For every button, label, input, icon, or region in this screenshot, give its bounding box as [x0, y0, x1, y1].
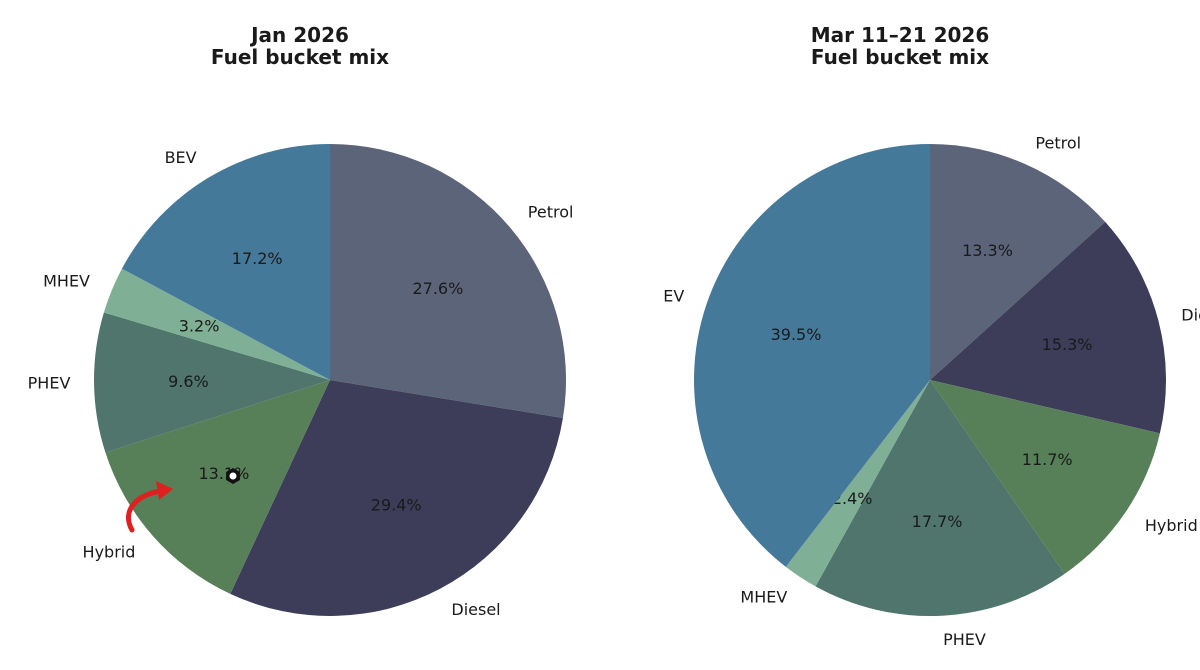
hexagon-marker-icon [226, 468, 240, 484]
chart-title: Mar 11–21 2026 Fuel bucket mix [600, 24, 1200, 68]
slice-value-hybrid: 13.1% [198, 464, 249, 483]
chart-title-line2: Fuel bucket mix [210, 45, 390, 69]
pie-slice-ev [693, 143, 930, 567]
pie-slice-mhev [103, 268, 330, 380]
slice-value-phev: 9.6% [168, 372, 209, 391]
slice-value-hybrid: 11.7% [1022, 450, 1073, 469]
slice-label-mhev: MHEV [740, 587, 787, 606]
slice-label-diesel: Diesel [1181, 306, 1200, 325]
slice-label-diesel: Diesel [451, 600, 500, 619]
slice-label-ev: EV [663, 287, 684, 306]
pie-slice-petrol [330, 144, 566, 418]
slice-label-hybrid: Hybrid [1145, 516, 1198, 535]
chart-panel-mar-2026: Mar 11–21 2026 Fuel bucket mix Petrol 13.… [600, 0, 1200, 670]
chart-title-line1: Mar 11–21 2026 [810, 23, 990, 47]
slice-value-petrol: 13.3% [962, 241, 1013, 260]
slice-value-phev: 17.7% [912, 512, 963, 531]
slice-value-diesel: 15.3% [1042, 335, 1093, 354]
pie-slice-petrol [930, 143, 1106, 380]
pie-slice-diesel [930, 221, 1166, 434]
pie-slice-hybrid [105, 380, 330, 594]
slice-label-mhev: MHEV [43, 272, 90, 291]
slice-value-ev: 39.5% [771, 325, 822, 344]
slice-label-bev: BEV [165, 148, 197, 167]
slice-label-petrol: Petrol [1035, 133, 1081, 152]
pie-slice-mhev [785, 380, 930, 587]
pie-slice-bev [121, 144, 331, 380]
chart-panel-jan-2026: Jan 2026 Fuel bucket mix Petrol 27.6% Dies… [0, 24, 600, 619]
chart-title-line2: Fuel bucket mix [810, 45, 990, 69]
slice-label-phev: PHEV [943, 630, 986, 649]
slice-value-petrol: 27.6% [412, 279, 463, 298]
slice-value-diesel: 29.4% [371, 496, 422, 515]
slice-value-mhev: 3.2% [179, 317, 220, 336]
slice-label-petrol: Petrol [528, 202, 574, 221]
pie-slice-diesel [230, 380, 563, 617]
slice-value-bev: 17.2% [232, 249, 283, 268]
annotation-arrow-icon [126, 481, 173, 533]
chart-title-line1: Jan 2026 [251, 23, 349, 47]
pie-slice-hybrid [930, 380, 1160, 574]
pie-slice-phev [94, 312, 330, 453]
pie-chart-jan-2026: Petrol 27.6% Diesel 29.4% Hybrid 13.1% PHEV 9.6… [28, 144, 574, 619]
pie-chart-mar-2026: Petrol 13.3% Diesel 15.3% Hybrid 11.7% PHEV 17.… [663, 133, 1200, 649]
pie-slice-phev [815, 380, 1065, 616]
slice-label-hybrid: Hybrid [83, 542, 136, 561]
chart-title: Jan 2026 Fuel bucket mix [0, 24, 600, 68]
slice-label-phev: PHEV [28, 373, 71, 392]
